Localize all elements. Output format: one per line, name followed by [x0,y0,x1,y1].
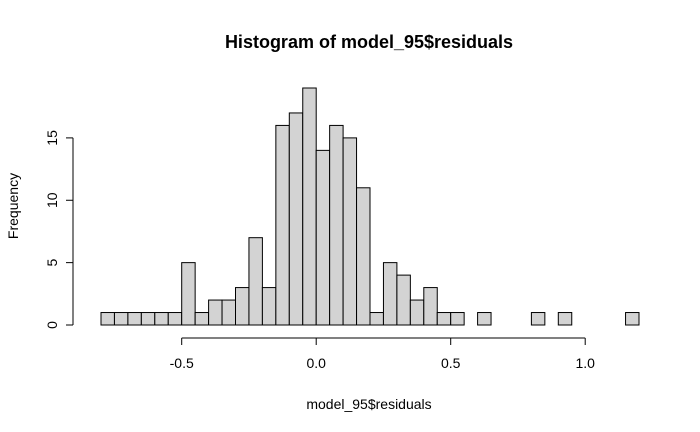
histogram-bar [450,312,465,326]
histogram-bar [396,274,411,326]
x-axis: -0.5 0.0 0.5 1.0 [170,337,595,371]
histogram-bar [369,312,384,326]
histogram-bar [235,287,250,326]
histogram-bar [302,87,317,326]
histogram-bar [382,262,398,326]
y-tick-label: 5 [44,259,60,267]
histogram-bar [409,299,425,326]
histogram-bar [477,312,492,326]
histogram-bar [436,312,452,326]
histogram-bar [140,312,156,326]
histogram-bar [221,299,237,326]
histogram-bar [557,312,573,326]
histogram-bar [625,312,640,326]
bars-group [100,87,640,326]
histogram-bar [154,312,169,326]
y-tick-label: 10 [44,192,60,208]
y-axis-label: Frequency [5,173,21,239]
histogram-bar [248,237,263,326]
histogram-bar [208,299,223,326]
histogram-bar [261,287,277,326]
histogram-bar [288,112,304,326]
chart-title: Histogram of model_95$residuals [225,32,513,52]
histogram-bar [167,312,183,326]
x-axis-label: model_95$residuals [306,396,431,412]
histogram-bar [181,262,196,326]
y-tick-label: 0 [44,321,60,329]
histogram-bar [194,312,210,326]
x-tick-label: 0.5 [441,355,461,371]
histogram-bar [127,312,142,326]
histogram-bar [329,124,344,326]
y-tick-label: 15 [44,130,60,146]
histogram-bar [275,124,290,326]
histogram-bar [100,312,115,326]
x-tick-label: 0.0 [306,355,326,371]
histogram-bar [423,287,438,326]
histogram-bar [356,187,371,326]
histogram-bar [530,312,546,326]
histogram-bar [113,312,129,326]
y-axis: 0 5 10 15 [44,130,74,329]
histogram-bar [342,137,358,326]
x-tick-label: -0.5 [170,355,194,371]
histogram-bar [315,149,331,326]
x-tick-label: 1.0 [575,355,595,371]
